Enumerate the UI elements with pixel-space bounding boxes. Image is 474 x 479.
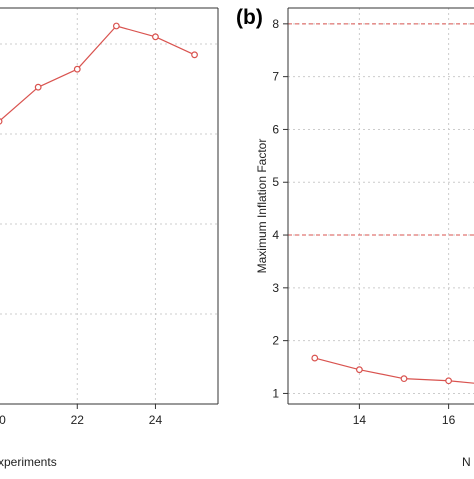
panel-a-point-1 [0, 118, 3, 125]
panel-b-segment-2 [403, 378, 449, 382]
panel-a-point-3 [73, 65, 81, 73]
panel-b-point-3 [445, 377, 453, 385]
panel-a-segment-2 [37, 68, 78, 88]
panel-a-segment-5 [155, 36, 195, 56]
panel-a: 20 22 24 xperiments [0, 7, 219, 469]
panel-b-y-tick-label-0: 1 [272, 386, 279, 400]
panel-b-y-tick-label-5: 6 [272, 122, 279, 136]
panel-b-point-2 [400, 375, 408, 383]
panel-a-x-tick-label-1: 22 [71, 413, 85, 427]
panel-b-segment-3 [448, 380, 474, 384]
panel-a-point-2 [34, 83, 42, 91]
panel-b-series [311, 354, 474, 385]
panel-a-point-5 [152, 33, 159, 41]
panel-b-x-tick-label-0: 14 [353, 413, 367, 427]
panel-a-x-ticks: 20 22 24 [0, 404, 162, 427]
panel-b-x-tick-label-1: 16 [442, 413, 456, 427]
panel-a-segment-4 [116, 25, 156, 38]
panel-b-y-tick-label-3: 4 [272, 228, 279, 242]
panel-a-point-4 [112, 22, 120, 30]
panel-b-y-tick-label-6: 7 [272, 70, 279, 84]
panel-b-grid [288, 8, 474, 404]
panel-b-y-axis-label: Maximum Inflation Factor [255, 139, 269, 274]
panel-b-y-ticks: 1 2 3 4 5 6 7 8 [272, 17, 288, 400]
panel-a-segment-3 [76, 25, 117, 70]
panel-a-grid [0, 8, 218, 404]
panel-b-segment-0 [314, 357, 360, 371]
panel-a-point-6 [191, 51, 198, 59]
panel-b-y-tick-label-4: 5 [272, 175, 279, 189]
panel-b-segment-1 [359, 369, 405, 380]
panel-b-reference-lines [288, 23, 474, 236]
panel-b-y-tick-label-2: 3 [272, 281, 279, 295]
panel-b-point-1 [355, 366, 363, 374]
panel-b-x-ticks: 14 16 [353, 404, 456, 427]
panel-a-x-tick-label-2: 24 [149, 413, 163, 427]
panel-b-y-tick-label-1: 2 [272, 334, 279, 348]
panel-label: (b) [236, 6, 263, 29]
panel-a-series [0, 22, 198, 125]
panel-b-point-0 [311, 354, 319, 362]
panel-a-x-axis-label: xperiments [0, 455, 57, 469]
panel-b-y-tick-label-7: 8 [272, 17, 279, 31]
panel-b: (b) 1 2 3 4 5 6 7 8 14 16 Maximum Inflation Fact… [236, 6, 474, 469]
panel-b-x-axis-label: N [462, 455, 471, 469]
panel-a-segment-1 [0, 86, 39, 122]
panel-a-x-tick-label-0: 20 [0, 413, 6, 427]
